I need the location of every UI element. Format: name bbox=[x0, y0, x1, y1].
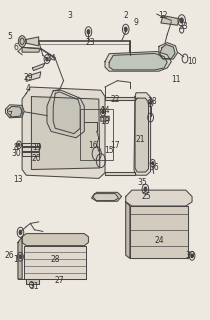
Text: 17: 17 bbox=[110, 141, 120, 150]
Polygon shape bbox=[53, 92, 80, 134]
Text: 28: 28 bbox=[51, 255, 60, 264]
Polygon shape bbox=[92, 194, 118, 201]
Polygon shape bbox=[105, 52, 171, 71]
Circle shape bbox=[18, 36, 26, 47]
Polygon shape bbox=[22, 87, 105, 178]
Polygon shape bbox=[93, 192, 122, 201]
Circle shape bbox=[87, 30, 90, 34]
Text: 27: 27 bbox=[55, 276, 64, 285]
Polygon shape bbox=[32, 97, 100, 170]
Text: 38: 38 bbox=[148, 97, 158, 106]
Circle shape bbox=[152, 162, 154, 165]
Text: 4: 4 bbox=[26, 84, 31, 93]
Polygon shape bbox=[126, 202, 130, 258]
Polygon shape bbox=[22, 234, 88, 246]
Polygon shape bbox=[109, 53, 167, 70]
Text: 18: 18 bbox=[100, 117, 110, 126]
Text: 7: 7 bbox=[7, 111, 12, 120]
Text: 15: 15 bbox=[104, 146, 114, 155]
Text: 19: 19 bbox=[32, 143, 41, 152]
Polygon shape bbox=[22, 147, 39, 151]
Polygon shape bbox=[134, 93, 151, 175]
Text: 6: 6 bbox=[13, 43, 18, 52]
Polygon shape bbox=[105, 172, 135, 175]
Circle shape bbox=[18, 143, 20, 146]
Polygon shape bbox=[26, 72, 41, 81]
Polygon shape bbox=[105, 97, 135, 100]
Polygon shape bbox=[8, 106, 22, 117]
Circle shape bbox=[180, 18, 183, 23]
Circle shape bbox=[46, 57, 48, 61]
Polygon shape bbox=[22, 47, 41, 52]
Text: 9: 9 bbox=[134, 18, 139, 27]
Text: 3: 3 bbox=[67, 11, 72, 20]
Text: 14: 14 bbox=[100, 106, 110, 115]
Text: 22: 22 bbox=[111, 95, 120, 104]
Polygon shape bbox=[18, 237, 22, 279]
Text: 30: 30 bbox=[11, 149, 21, 158]
Text: 24: 24 bbox=[154, 236, 164, 245]
Text: 20: 20 bbox=[32, 154, 41, 163]
Polygon shape bbox=[160, 44, 175, 59]
Text: 16: 16 bbox=[88, 141, 97, 150]
Circle shape bbox=[124, 27, 127, 32]
Polygon shape bbox=[161, 16, 180, 25]
Text: 1: 1 bbox=[13, 255, 18, 264]
Polygon shape bbox=[24, 246, 86, 279]
Polygon shape bbox=[130, 206, 188, 258]
Text: 29: 29 bbox=[24, 73, 33, 82]
Text: 11: 11 bbox=[171, 75, 180, 84]
Polygon shape bbox=[159, 43, 177, 59]
Text: 35: 35 bbox=[137, 178, 147, 187]
Text: 8: 8 bbox=[13, 143, 18, 152]
Text: 5: 5 bbox=[7, 32, 12, 41]
Circle shape bbox=[19, 255, 22, 259]
Polygon shape bbox=[22, 152, 39, 156]
Circle shape bbox=[144, 187, 147, 191]
Polygon shape bbox=[5, 105, 24, 118]
Text: 39: 39 bbox=[185, 251, 195, 260]
Text: 33: 33 bbox=[179, 22, 189, 31]
Circle shape bbox=[150, 101, 152, 105]
Polygon shape bbox=[26, 279, 39, 284]
Circle shape bbox=[191, 254, 193, 258]
Text: 2: 2 bbox=[123, 11, 128, 20]
Polygon shape bbox=[47, 90, 84, 138]
Circle shape bbox=[19, 230, 22, 235]
Polygon shape bbox=[22, 142, 39, 146]
Polygon shape bbox=[33, 63, 45, 70]
Polygon shape bbox=[135, 98, 148, 172]
Text: 31: 31 bbox=[30, 282, 39, 292]
Text: 23: 23 bbox=[86, 38, 95, 47]
Text: 36: 36 bbox=[150, 164, 160, 172]
Circle shape bbox=[102, 110, 104, 114]
Text: 34: 34 bbox=[46, 54, 56, 63]
Text: 21: 21 bbox=[135, 135, 145, 144]
Polygon shape bbox=[126, 190, 192, 206]
Polygon shape bbox=[26, 37, 39, 46]
Text: 13: 13 bbox=[13, 174, 23, 184]
Text: 12: 12 bbox=[158, 11, 168, 20]
Text: 10: 10 bbox=[187, 57, 197, 66]
Text: 26: 26 bbox=[5, 251, 14, 260]
Text: 25: 25 bbox=[142, 192, 151, 201]
Polygon shape bbox=[101, 116, 109, 121]
